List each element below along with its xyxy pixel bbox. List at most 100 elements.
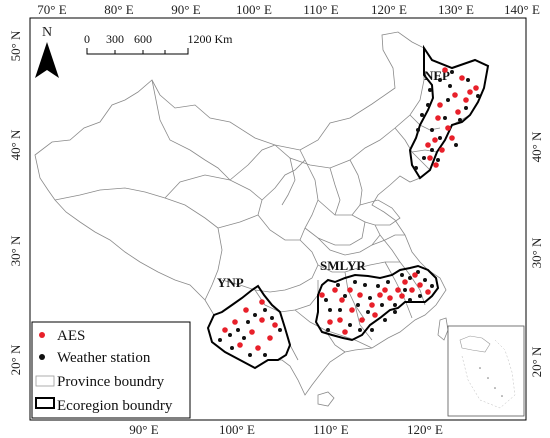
inset-island [501, 395, 503, 397]
boundary-gansu [229, 144, 306, 201]
scale-bar-line [86, 48, 189, 55]
weather-station-point [393, 303, 397, 307]
weather-station-point [400, 273, 404, 277]
weather-station-point [430, 148, 434, 152]
aes-point [449, 135, 455, 141]
aes-point [342, 329, 348, 335]
weather-station-point [426, 103, 430, 107]
aes-point [249, 329, 255, 335]
aes-point [439, 147, 445, 153]
aes-point [222, 327, 228, 333]
bottom-tick-100e: 100° E [219, 422, 255, 437]
aes-point [339, 297, 345, 303]
legend-province-label: Province boundry [57, 374, 165, 390]
weather-station-point [353, 280, 357, 284]
boundary-ningxia [281, 157, 296, 206]
legend-aes-swatch [39, 332, 45, 338]
weather-station-point [383, 318, 387, 322]
weather-station-point [420, 113, 424, 117]
aes-point [237, 342, 243, 348]
inset-island [487, 377, 489, 379]
weather-station-point [416, 270, 420, 274]
weather-station-point [436, 158, 440, 162]
left-tick-labels: 50° N 40° N 30° N 20° N [8, 30, 23, 375]
weather-station-point [464, 106, 468, 110]
aes-point [402, 279, 408, 285]
weather-station-point [270, 316, 274, 320]
aes-point [372, 312, 378, 318]
weather-station-point [366, 310, 370, 314]
scale-label-600: 600 [134, 32, 152, 46]
bottom-tick-110e: 110° E [313, 422, 348, 437]
aes-point [382, 287, 388, 293]
aes-point [412, 272, 418, 278]
aes-point [473, 85, 479, 91]
weather-station-point [450, 70, 454, 74]
aes-point [445, 125, 451, 131]
boundary-xinjiang-tibet [54, 187, 219, 229]
right-tick-40n: 40° N [529, 131, 544, 162]
aes-point [463, 97, 469, 103]
weather-station-point [403, 288, 407, 292]
weather-station-point [393, 310, 397, 314]
aes-point [433, 162, 439, 168]
aes-point [359, 317, 365, 323]
top-tick-labels: 70° E 80° E 90° E 100° E 110° E 120° E 1… [37, 2, 540, 17]
weather-station-point [448, 84, 452, 88]
weather-station-point [230, 346, 234, 350]
legend-aes-label: AES [57, 328, 85, 344]
south-china-sea-inset [447, 325, 525, 417]
boundary-guangdong [324, 304, 373, 353]
aes-point [357, 292, 363, 298]
top-tick-140e: 140° E [504, 2, 540, 17]
weather-station-point [338, 308, 342, 312]
hainan-island [317, 391, 335, 407]
aes-point [387, 295, 393, 301]
weather-station-point [348, 323, 352, 327]
bottom-tick-labels: 90° E 100° E 110° E 120° E [129, 422, 443, 437]
station-markers [218, 67, 480, 357]
scale-bar: 0 300 600 1200 Km [84, 32, 233, 55]
weather-station-point [363, 283, 367, 287]
top-tick-80e: 80° E [104, 2, 133, 17]
right-tick-30n: 30° N [529, 237, 544, 268]
weather-station-point [263, 353, 267, 357]
aes-point [425, 142, 431, 148]
legend-frame [31, 321, 191, 419]
boundary-anhui-jiangsu [371, 234, 405, 263]
weather-station-point [246, 320, 250, 324]
north-arrow-label: N [42, 25, 52, 40]
legend-province-swatch [35, 375, 55, 387]
weather-station-point [476, 94, 480, 98]
aes-point [435, 115, 441, 121]
weather-station-point [416, 128, 420, 132]
aes-point [452, 92, 458, 98]
boundary-henan [304, 199, 366, 246]
aes-point [349, 307, 355, 313]
weather-station-point [356, 303, 360, 307]
weather-station-point [380, 303, 384, 307]
weather-station-point [324, 298, 328, 302]
weather-station-point [438, 78, 442, 82]
weather-station-point [443, 116, 447, 120]
scale-label-0: 0 [84, 32, 90, 46]
aes-point [272, 322, 278, 328]
right-tick-20n: 20° N [529, 346, 544, 377]
aes-point [377, 292, 383, 298]
inset-island [479, 367, 481, 369]
weather-station-point [466, 78, 470, 82]
weather-station-point [253, 313, 257, 317]
boundary-xinjiang-gansu [151, 79, 231, 181]
weather-station-point [343, 294, 347, 298]
left-tick-40n: 40° N [8, 129, 23, 160]
left-tick-30n: 30° N [8, 235, 23, 266]
aes-point [259, 299, 265, 305]
boundary-tibet-sichuan [204, 227, 223, 301]
weather-station-point [458, 118, 462, 122]
north-arrow-icon [35, 42, 59, 78]
north-arrow: N [35, 25, 59, 78]
weather-station-point [386, 280, 390, 284]
weather-station-point [438, 136, 442, 140]
right-tick-labels: 40° N 30° N 20° N [529, 131, 544, 377]
